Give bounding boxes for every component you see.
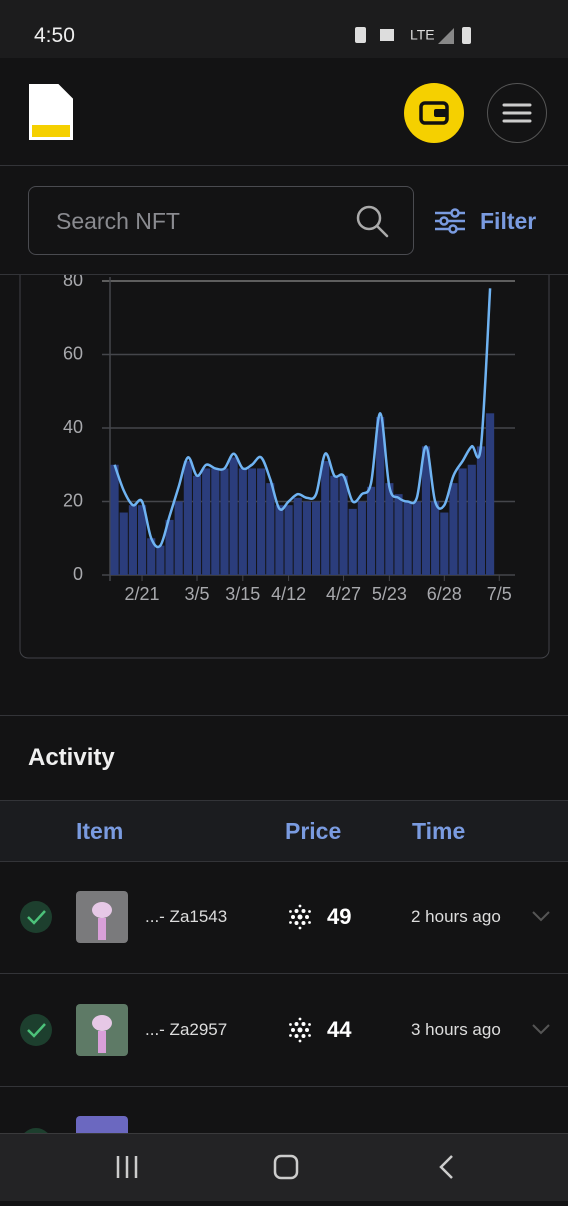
- search-placeholder: Search NFT: [56, 208, 180, 234]
- bar: [376, 416, 385, 575]
- item-name[interactable]: ...- Za1543: [145, 907, 228, 926]
- line: [113, 288, 492, 549]
- row-icons: [20, 1004, 550, 1056]
- bar: [403, 501, 412, 575]
- activity-title: Activity: [28, 744, 115, 771]
- bar: [330, 475, 339, 575]
- bar: [293, 497, 302, 575]
- wallet-button[interactable]: [403, 82, 465, 144]
- bar: [302, 501, 311, 575]
- nav-icons: [116, 1154, 453, 1180]
- partial-row-icons: [22, 1116, 128, 1136]
- bar: [275, 505, 284, 575]
- bar: [147, 538, 156, 575]
- x-tick-label: 6/28: [427, 584, 462, 604]
- filter-icon: [435, 208, 465, 234]
- item-name[interactable]: ...- Za2957: [145, 1020, 228, 1039]
- chart-card: [19, 275, 550, 659]
- nav-bar: [0, 1133, 568, 1201]
- bar: [339, 475, 348, 575]
- bar: [257, 468, 266, 575]
- bar: [412, 501, 421, 575]
- search-box[interactable]: Search NFT: [28, 186, 414, 255]
- bar: [192, 475, 202, 575]
- bar: [394, 494, 403, 575]
- x-tick-label: 5/23: [372, 584, 407, 604]
- bar: [348, 508, 357, 575]
- status-icons: LTE: [355, 27, 471, 44]
- row-icons: [20, 891, 550, 943]
- y-tick-label: 0: [73, 564, 83, 584]
- svg-text:LTE: LTE: [410, 27, 435, 43]
- bar: [247, 468, 257, 575]
- bar: [357, 501, 366, 575]
- bar: [440, 512, 449, 575]
- clock: 4:50: [34, 24, 75, 47]
- bar: [110, 464, 119, 575]
- bar: [421, 446, 431, 575]
- bar: [467, 464, 476, 575]
- time: 3 hours ago: [411, 1020, 501, 1039]
- bar: [211, 468, 220, 575]
- time: 2 hours ago: [411, 907, 501, 926]
- x-tick-label: 2/21: [125, 584, 160, 604]
- bar: [238, 468, 247, 575]
- status-bar: 4:50 LTE: [0, 0, 568, 58]
- x-tick-label: 3/15: [225, 584, 260, 604]
- bar: [266, 483, 275, 575]
- column-header[interactable]: Item: [76, 818, 124, 844]
- column-header[interactable]: Price: [285, 818, 342, 844]
- x-tick-label: 7/5: [487, 584, 512, 604]
- price: 44: [327, 1017, 352, 1042]
- menu-button[interactable]: [486, 82, 548, 144]
- chart: 0 20 40 60 80 2/21 3/5 3/15 4/12 4/27 5/23 6/28 7/5: [19, 275, 550, 659]
- bar: [128, 505, 137, 575]
- bar: [183, 461, 192, 575]
- bar: [137, 505, 147, 575]
- bar: [431, 501, 440, 575]
- partial-row: [0, 1086, 568, 1136]
- table-header: Item Price Time: [0, 800, 568, 862]
- logo[interactable]: [28, 83, 74, 141]
- bar: [385, 483, 394, 575]
- bar: [458, 468, 467, 575]
- bar: [202, 468, 211, 575]
- bar: [156, 545, 165, 575]
- x-tick-label: 4/27: [326, 584, 361, 604]
- price: 49: [327, 904, 352, 929]
- filter-label: Filter: [480, 208, 537, 234]
- bar: [174, 501, 183, 575]
- x-tick-label: 3/5: [184, 584, 209, 604]
- bar: [312, 501, 321, 575]
- header: [0, 58, 568, 165]
- column-header[interactable]: Time: [412, 818, 466, 844]
- bar: [165, 519, 174, 575]
- bar: [284, 505, 293, 575]
- bar: [486, 413, 495, 575]
- y-tick-label: 20: [63, 490, 83, 510]
- bar: [229, 457, 238, 575]
- y-tick-label: 60: [63, 343, 83, 363]
- bar: [366, 486, 376, 575]
- y-tick-label: 40: [63, 417, 83, 437]
- x-tick-label: 4/12: [271, 584, 306, 604]
- bar: [220, 468, 229, 575]
- activity-row[interactable]: ...- Za2957 44 3 hours ago: [0, 973, 568, 1087]
- search-icon: [356, 205, 389, 238]
- bar: [449, 483, 458, 575]
- bar: [321, 461, 330, 575]
- y-tick-label: 80: [63, 275, 83, 290]
- activity-row[interactable]: ...- Za1543 49 2 hours ago: [0, 860, 568, 974]
- bar: [119, 512, 128, 575]
- bar: [476, 446, 486, 575]
